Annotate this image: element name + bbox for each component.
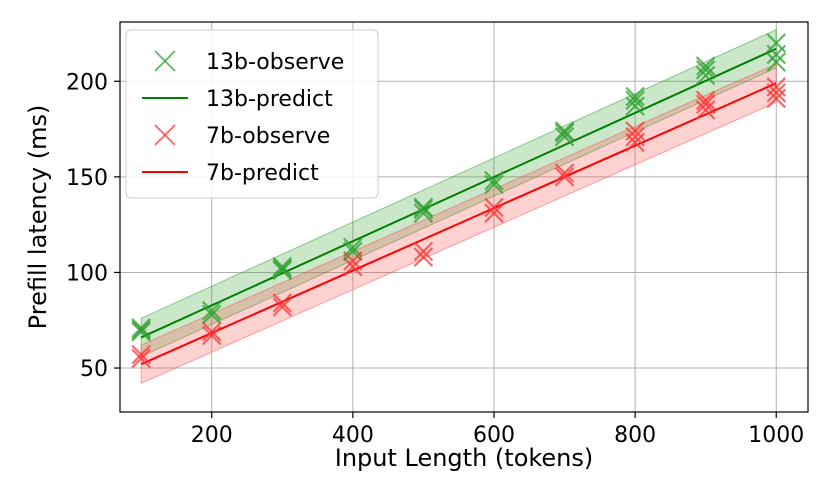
marker-7b-observe xyxy=(343,251,363,271)
marker-13b-observe xyxy=(131,320,151,340)
marker-7b-observe xyxy=(131,344,151,365)
marker-7b-observe xyxy=(766,82,787,103)
marker-13b-observe xyxy=(695,60,716,80)
marker-7b-observe xyxy=(484,203,504,223)
marker-13b-observe xyxy=(554,121,575,141)
plot-frame xyxy=(119,21,809,413)
marker-7b-observe xyxy=(625,121,645,141)
y-tick-label: 50 xyxy=(80,357,108,382)
marker-7b-observe xyxy=(625,126,645,147)
marker-13b-observe xyxy=(272,260,293,281)
marker-13b-observe xyxy=(272,258,293,279)
marker-13b-observe xyxy=(201,304,222,325)
x-tick-label: 400 xyxy=(332,423,374,448)
y-axis-label: Prefill latency (ms) xyxy=(24,105,52,330)
y-axis-ticks: 50 100 150 200 xyxy=(66,70,120,382)
marker-13b-observe xyxy=(625,90,645,111)
marker-13b-observe xyxy=(625,86,645,107)
legend-marker-13b-observe xyxy=(154,50,176,72)
marker-7b-observe xyxy=(554,163,575,183)
marker-7b-observe xyxy=(413,247,434,267)
x-tick-label: 200 xyxy=(191,423,233,448)
marker-7b-observe xyxy=(201,321,222,342)
marker-13b-observe xyxy=(413,197,434,218)
marker-7b-observe xyxy=(272,293,293,313)
marker-7b-observe xyxy=(131,348,151,369)
x-tick-label: 1000 xyxy=(748,423,804,448)
marker-13b-observe xyxy=(272,256,293,277)
legend-label-7b-predict: 7b-predict xyxy=(206,161,319,186)
line-13b-predict xyxy=(140,47,777,339)
marker-13b-observe xyxy=(554,123,575,143)
line-7b-predict xyxy=(140,82,777,366)
marker-7b-observe xyxy=(272,297,293,317)
marker-7b-observe xyxy=(413,241,434,262)
marker-7b-observe xyxy=(201,325,222,346)
marker-7b-observe xyxy=(484,197,504,218)
marker-13b-observe xyxy=(695,56,716,76)
legend-marker-7b-observe xyxy=(154,124,176,146)
marker-13b-observe xyxy=(131,318,151,338)
x-axis-label: Input Length (tokens) xyxy=(335,444,594,472)
y-tick-label: 100 xyxy=(66,261,108,286)
marker-7b-observe xyxy=(695,94,716,114)
marker-13b-observe xyxy=(766,52,787,72)
legend-label-13b-predict: 13b-predict xyxy=(206,87,333,112)
marker-13b-observe xyxy=(484,170,504,191)
marker-7b-observe xyxy=(766,77,787,97)
x-tick-label: 600 xyxy=(473,423,515,448)
y-tick-label: 150 xyxy=(66,166,108,191)
marker-13b-observe xyxy=(484,174,504,195)
marker-13b-observe xyxy=(201,300,222,321)
x-axis-ticks: 200 400 600 800 1000 xyxy=(191,412,804,448)
marker-7b-observe xyxy=(343,256,363,277)
marker-13b-observe xyxy=(413,199,434,220)
marker-13b-observe xyxy=(131,321,151,342)
marker-13b-observe xyxy=(695,65,716,86)
marker-7b-observe xyxy=(695,90,716,111)
prediction-lines xyxy=(140,47,777,366)
marker-7b-observe xyxy=(695,100,716,120)
y-tick-label: 200 xyxy=(66,70,108,95)
legend-label-7b-observe: 7b-observe xyxy=(206,124,330,149)
marker-7b-observe xyxy=(554,167,575,187)
legend-label-13b-observe: 13b-observe xyxy=(206,50,344,75)
legend-box xyxy=(125,29,379,199)
marker-13b-observe xyxy=(625,96,645,116)
marker-13b-observe xyxy=(766,33,787,53)
observation-markers xyxy=(131,33,787,369)
legend: 13b-observe 13b-predict 7b-observe 7b-predi… xyxy=(125,29,379,199)
marker-13b-observe xyxy=(343,241,363,262)
marker-13b-observe xyxy=(554,126,575,147)
marker-13b-observe xyxy=(413,203,434,223)
x-tick-label: 800 xyxy=(614,423,656,448)
